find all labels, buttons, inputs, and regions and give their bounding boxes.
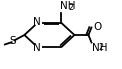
Text: N: N — [33, 17, 41, 27]
Text: S: S — [10, 36, 16, 46]
Text: O: O — [93, 22, 101, 32]
Text: 2: 2 — [68, 3, 73, 12]
Text: NH: NH — [92, 43, 108, 53]
Text: 2: 2 — [99, 43, 104, 52]
Text: NH: NH — [60, 1, 76, 11]
Text: N: N — [33, 43, 41, 53]
